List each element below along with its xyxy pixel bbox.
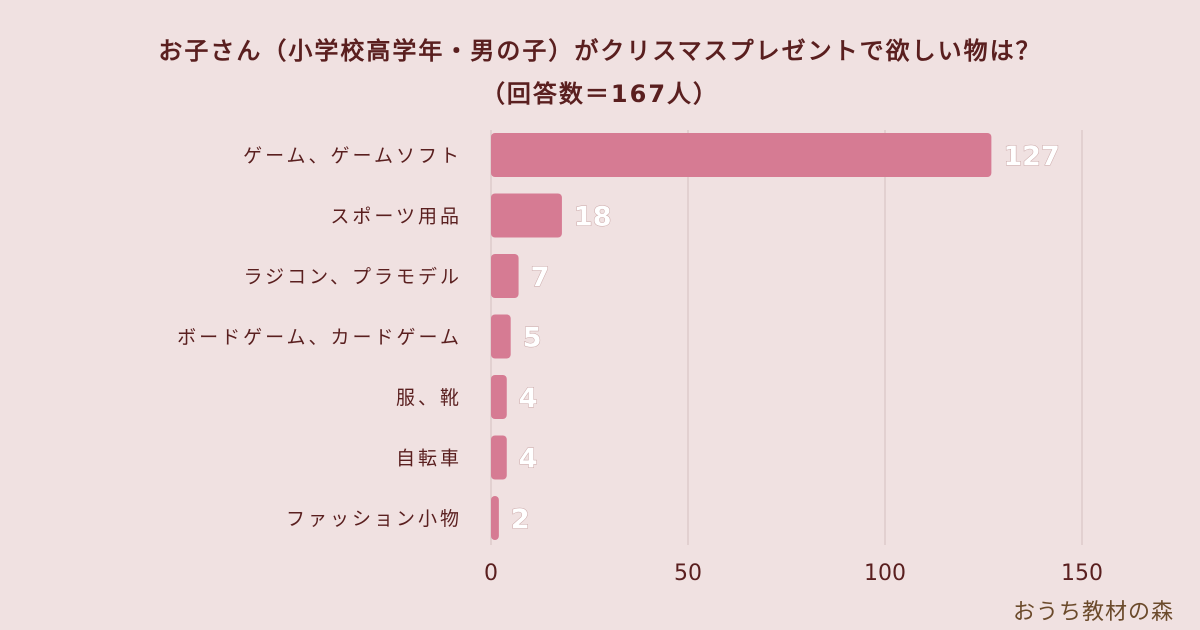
category-label: 自転車: [396, 448, 462, 470]
bar: [491, 314, 511, 359]
grid-lines: [490, 130, 1083, 545]
bar: [491, 254, 519, 298]
category-label: ファッション小物: [286, 508, 462, 530]
x-tick-label: 50: [674, 561, 702, 586]
x-tick-label: 100: [864, 561, 906, 586]
bar: [491, 496, 499, 540]
data-label: 18: [574, 202, 612, 233]
x-axis-ticks: 0 50 100 150: [484, 561, 1103, 586]
category-labels: ゲーム、ゲームソフトスポーツ用品ラジコン、プラモデルボードゲーム、カードゲーム服…: [177, 145, 462, 530]
category-label: ゲーム、ゲームソフト: [243, 145, 462, 167]
category-label: ボードゲーム、カードゲーム: [177, 327, 462, 349]
bar: [491, 375, 507, 419]
bar: [491, 193, 562, 238]
bar: [491, 133, 992, 177]
data-label: 7: [531, 262, 550, 293]
category-label: ラジコン、プラモデル: [244, 266, 462, 288]
data-label: 4: [519, 444, 538, 475]
chart-title-line2: （回答数＝167人）: [480, 80, 720, 108]
data-label: 2: [511, 504, 530, 535]
value-labels: 127 18 7 5 4 4 2: [510, 141, 1060, 536]
data-label: 127: [1003, 141, 1059, 172]
category-label: 服、靴: [396, 387, 462, 409]
brand-logo: おうち教材の森: [1012, 600, 1174, 625]
category-label: スポーツ用品: [330, 206, 462, 228]
chart-title: お子さん（小学校高学年・男の子）がクリスマスプレゼントで欲しい物は？ （回答数＝…: [0, 30, 1200, 116]
chart-title-line1: お子さん（小学校高学年・男の子）がクリスマスプレゼントで欲しい物は？: [158, 37, 1042, 65]
x-tick-label: 0: [484, 561, 498, 586]
bars: [491, 133, 992, 540]
data-label: 4: [519, 383, 538, 414]
x-tick-label: 150: [1061, 561, 1103, 586]
data-label: 5: [523, 323, 542, 354]
bar: [491, 435, 507, 480]
